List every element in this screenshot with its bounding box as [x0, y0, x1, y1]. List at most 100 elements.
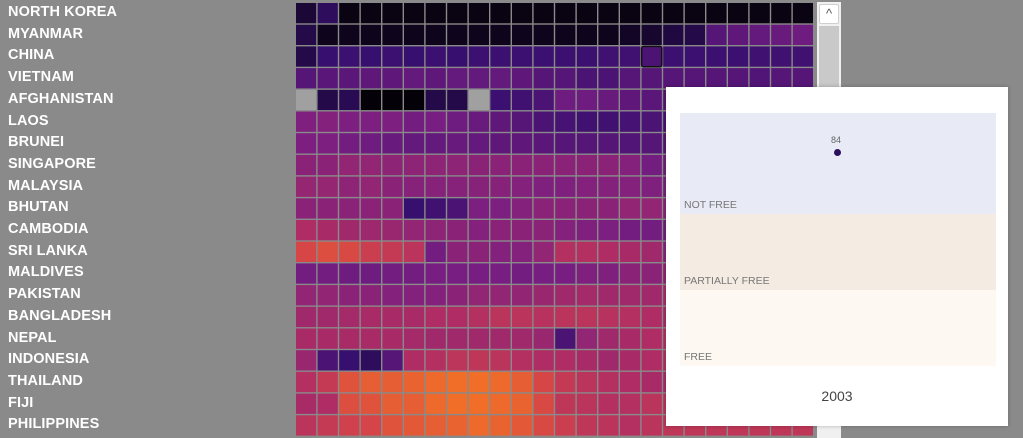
heatmap-cell[interactable] — [468, 285, 489, 306]
heatmap-cell[interactable] — [296, 263, 317, 284]
heatmap-cell[interactable] — [317, 133, 338, 154]
heatmap-cell[interactable] — [317, 393, 338, 414]
heatmap-cell[interactable] — [620, 285, 641, 306]
heatmap-cell[interactable] — [555, 328, 576, 349]
heatmap-cell[interactable] — [425, 415, 446, 436]
heatmap-cell[interactable] — [360, 176, 381, 197]
heatmap-cell[interactable] — [339, 328, 360, 349]
heatmap-cell[interactable] — [317, 198, 338, 219]
heatmap-cell[interactable] — [447, 328, 468, 349]
heatmap-cell[interactable] — [555, 306, 576, 328]
heatmap-cell[interactable] — [706, 46, 727, 67]
heatmap-cell[interactable] — [404, 68, 425, 89]
heatmap-cell[interactable] — [555, 415, 576, 436]
heatmap-cell[interactable] — [576, 3, 597, 24]
heatmap-cell[interactable] — [296, 68, 317, 89]
heatmap-cell[interactable] — [468, 89, 489, 111]
heatmap-cell[interactable] — [706, 3, 727, 24]
heatmap-cell[interactable] — [490, 415, 511, 436]
heatmap-cell[interactable] — [771, 24, 792, 45]
heatmap-cell[interactable] — [684, 24, 705, 45]
heatmap-cell[interactable] — [684, 46, 705, 67]
heatmap-cell[interactable] — [490, 198, 511, 219]
heatmap-cell[interactable] — [533, 350, 554, 371]
heatmap-cell[interactable] — [490, 46, 511, 67]
heatmap-cell[interactable] — [620, 133, 641, 154]
heatmap-cell[interactable] — [512, 46, 533, 67]
heatmap-cell[interactable] — [641, 285, 662, 306]
heatmap-cell[interactable] — [555, 350, 576, 371]
heatmap-cell[interactable] — [555, 371, 576, 393]
heatmap-cell[interactable] — [360, 415, 381, 436]
heatmap-cell[interactable] — [317, 3, 338, 24]
heatmap-cell[interactable] — [576, 154, 597, 176]
heatmap-cell[interactable] — [749, 24, 770, 45]
heatmap-cell[interactable] — [576, 24, 597, 45]
heatmap-cell[interactable] — [598, 241, 619, 262]
heatmap-cell[interactable] — [404, 415, 425, 436]
heatmap-cell[interactable] — [490, 24, 511, 45]
heatmap-cell[interactable] — [447, 3, 468, 24]
heatmap-cell[interactable] — [490, 111, 511, 132]
heatmap-cell[interactable] — [296, 24, 317, 45]
heatmap-cell[interactable] — [447, 263, 468, 284]
heatmap-cell[interactable] — [620, 3, 641, 24]
heatmap-cell[interactable] — [468, 350, 489, 371]
heatmap-cell[interactable] — [598, 133, 619, 154]
heatmap-cell[interactable] — [663, 46, 684, 67]
heatmap-cell[interactable] — [555, 220, 576, 241]
heatmap-cell[interactable] — [576, 285, 597, 306]
heatmap-cell[interactable] — [360, 133, 381, 154]
heatmap-cell[interactable] — [533, 415, 554, 436]
heatmap-cell[interactable] — [620, 393, 641, 414]
heatmap-cell[interactable] — [382, 133, 403, 154]
heatmap-cell[interactable] — [598, 3, 619, 24]
heatmap-cell[interactable] — [620, 89, 641, 111]
heatmap-cell[interactable] — [425, 263, 446, 284]
heatmap-cell[interactable] — [533, 263, 554, 284]
heatmap-cell[interactable] — [533, 176, 554, 197]
heatmap-cell[interactable] — [598, 350, 619, 371]
heatmap-cell[interactable] — [512, 328, 533, 349]
heatmap-cell[interactable] — [771, 3, 792, 24]
heatmap-cell[interactable] — [425, 241, 446, 262]
heatmap-cell[interactable] — [317, 176, 338, 197]
heatmap-cell[interactable] — [360, 24, 381, 45]
heatmap-cell[interactable] — [296, 46, 317, 67]
heatmap-cell[interactable] — [555, 89, 576, 111]
heatmap-cell[interactable] — [533, 24, 554, 45]
heatmap-cell[interactable] — [296, 306, 317, 328]
heatmap-cell[interactable] — [728, 68, 749, 89]
heatmap-cell[interactable] — [360, 393, 381, 414]
scroll-up-button[interactable]: ^ — [819, 4, 839, 24]
heatmap-cell[interactable] — [468, 46, 489, 67]
heatmap-cell[interactable] — [620, 24, 641, 45]
heatmap-cell[interactable] — [468, 220, 489, 241]
heatmap-cell[interactable] — [339, 285, 360, 306]
heatmap-cell[interactable] — [425, 89, 446, 111]
heatmap-cell[interactable] — [641, 154, 662, 176]
heatmap-cell[interactable] — [447, 285, 468, 306]
heatmap-cell[interactable] — [360, 306, 381, 328]
heatmap-cell[interactable] — [447, 111, 468, 132]
heatmap-cell[interactable] — [792, 68, 813, 89]
heatmap-cell[interactable] — [360, 111, 381, 132]
heatmap-cell[interactable] — [382, 154, 403, 176]
heatmap-cell[interactable] — [425, 198, 446, 219]
heatmap-cell[interactable] — [447, 198, 468, 219]
heatmap-cell[interactable] — [339, 415, 360, 436]
heatmap-cell[interactable] — [447, 306, 468, 328]
heatmap-cell[interactable] — [576, 306, 597, 328]
heatmap-cell[interactable] — [339, 263, 360, 284]
heatmap-cell[interactable] — [339, 133, 360, 154]
heatmap-cell[interactable] — [317, 241, 338, 262]
heatmap-cell[interactable] — [512, 241, 533, 262]
heatmap-cell[interactable] — [706, 68, 727, 89]
heatmap-cell[interactable] — [296, 371, 317, 393]
heatmap-cell[interactable] — [447, 46, 468, 67]
heatmap-cell[interactable] — [576, 350, 597, 371]
heatmap-cell[interactable] — [598, 371, 619, 393]
heatmap-cell[interactable] — [468, 68, 489, 89]
heatmap-cell[interactable] — [404, 111, 425, 132]
heatmap-cell[interactable] — [382, 68, 403, 89]
